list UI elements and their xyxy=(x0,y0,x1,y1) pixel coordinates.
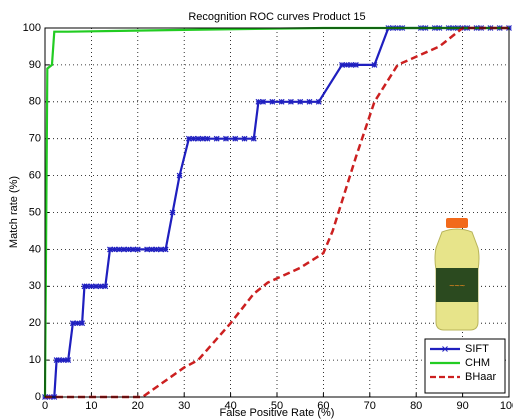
series-marker xyxy=(185,135,192,142)
series-marker xyxy=(125,246,132,253)
x-tick-label: 70 xyxy=(364,400,376,412)
series-marker xyxy=(287,98,294,105)
y-tick-label: 30 xyxy=(29,280,41,292)
series-marker xyxy=(83,283,90,290)
plot-frame xyxy=(44,27,510,398)
series-marker xyxy=(348,61,355,68)
series-marker xyxy=(306,98,313,105)
series-marker xyxy=(190,135,197,142)
x-tick-label: 20 xyxy=(132,400,144,412)
product-image: ~~~ xyxy=(434,218,480,331)
series-marker xyxy=(232,135,239,142)
series-marker xyxy=(162,246,169,253)
x-tick-label: 80 xyxy=(410,400,422,412)
legend-label: SIFT xyxy=(465,343,489,355)
series-marker xyxy=(260,98,267,105)
x-axis-label: False Positive Rate (%) xyxy=(220,407,335,419)
y-tick-label: 80 xyxy=(29,96,41,108)
series-marker xyxy=(371,61,378,68)
series-marker xyxy=(93,283,99,290)
series-marker xyxy=(148,246,155,253)
y-tick-label: 60 xyxy=(29,170,41,182)
series-marker xyxy=(352,61,359,68)
series-marker xyxy=(74,320,81,327)
chart-title: Recognition ROC curves Product 15 xyxy=(188,11,365,23)
y-tick-label: 40 xyxy=(29,243,41,255)
series-marker xyxy=(60,357,67,364)
series-marker xyxy=(153,246,160,253)
series-marker xyxy=(278,98,285,105)
series-marker xyxy=(199,135,206,142)
y-tick-label: 50 xyxy=(29,206,41,218)
series-marker xyxy=(120,246,127,253)
y-tick-label: 10 xyxy=(29,354,41,366)
x-tick-label: 30 xyxy=(178,400,190,412)
x-tick-label: 10 xyxy=(85,400,97,412)
series-marker xyxy=(339,61,345,68)
series-marker xyxy=(116,246,123,253)
series-marker xyxy=(241,135,248,142)
series-marker xyxy=(55,357,62,364)
series-marker xyxy=(297,98,304,105)
x-tick-label: 0 xyxy=(42,400,48,412)
x-tick-label: 60 xyxy=(317,400,329,412)
series-marker xyxy=(315,98,322,105)
series-marker xyxy=(255,98,262,105)
series-line xyxy=(45,26,509,399)
series-marker xyxy=(158,246,164,253)
y-tick-label: 90 xyxy=(29,59,41,71)
series-marker xyxy=(102,283,109,290)
series-marker xyxy=(107,246,113,253)
series-marker xyxy=(69,320,76,327)
series-marker xyxy=(195,135,202,142)
legend-label: CHM xyxy=(465,357,490,369)
series-marker xyxy=(223,135,229,142)
series-marker xyxy=(343,61,350,68)
series-marker xyxy=(204,135,211,142)
legend-marker xyxy=(442,346,448,352)
series-marker xyxy=(134,246,141,253)
y-tick-label: 70 xyxy=(29,133,41,145)
svg-text:~~~: ~~~ xyxy=(449,280,465,290)
series-marker xyxy=(88,283,95,290)
x-tick-label: 100 xyxy=(500,400,513,412)
series-marker xyxy=(176,172,183,179)
series-marker xyxy=(97,283,104,290)
series-marker xyxy=(144,246,151,253)
series-marker xyxy=(250,135,257,142)
series-marker xyxy=(213,135,220,142)
series-marker xyxy=(130,246,137,253)
series-marker xyxy=(269,98,276,105)
y-tick-label: 0 xyxy=(35,391,41,403)
series-marker xyxy=(111,246,118,253)
x-tick-label: 90 xyxy=(456,400,468,412)
x-tick-label: 40 xyxy=(224,400,236,412)
y-tick-label: 100 xyxy=(23,22,41,34)
series-marker xyxy=(79,320,86,327)
x-tick-label: 50 xyxy=(271,400,283,412)
y-tick-label: 20 xyxy=(29,317,41,329)
legend-label: BHaar xyxy=(465,371,497,383)
y-axis-label: Match rate (%) xyxy=(8,176,20,248)
series-marker xyxy=(65,357,72,364)
series-marker xyxy=(169,209,176,216)
